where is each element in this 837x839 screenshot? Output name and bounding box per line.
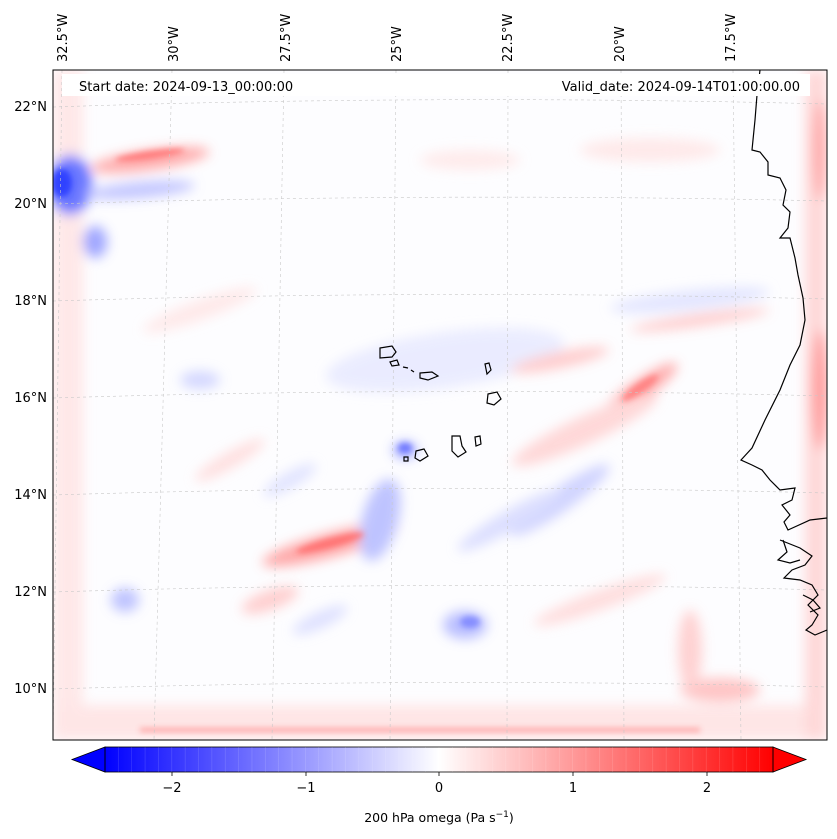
lat-label: 16°N [14, 391, 47, 406]
valid-date-label: Valid_date: 2024-09-14T01:00:00.00 [562, 80, 800, 95]
colorbar-label: 200 hPa omega (Pa s−1) [364, 810, 514, 825]
map-background [53, 70, 827, 740]
lat-label: 20°N [14, 197, 47, 212]
longitude-labels: 32.5°W 30°W 27.5°W 25°W 22.5°W 20°W 17.5… [56, 14, 739, 62]
lat-label: 18°N [14, 294, 47, 309]
africa-coast [739, 70, 827, 531]
latitude-labels: 22°N 20°N 18°N 16°N 14°N 12°N 10°N [14, 100, 47, 697]
lon-label: 27.5°W [279, 14, 294, 62]
lon-label: 25°W [390, 26, 405, 62]
lon-label: 32.5°W [56, 14, 71, 62]
colorbar-tick-label: 1 [569, 781, 577, 796]
lon-label: 30°W [167, 26, 182, 62]
lat-label: 22°N [14, 100, 47, 115]
map-frame [52, 69, 828, 741]
header-band [62, 74, 810, 96]
start-date-label: Start date: 2024-09-13_00:00:00 [79, 80, 293, 95]
omega-field [53, 70, 827, 740]
colorbar-label-prefix: 200 hPa omega (Pa s [364, 810, 495, 825]
colorbar-level-separators [118, 747, 760, 772]
lon-label: 20°W [613, 26, 628, 62]
island [379, 345, 397, 359]
colorbar-tick-label: −1 [296, 781, 315, 796]
colorbar-ticks [171, 772, 708, 776]
lat-label: 12°N [14, 585, 47, 600]
coastline [379, 70, 827, 636]
colorbar-tick-label: 2 [703, 781, 711, 796]
lon-label: 17.5°W [724, 14, 739, 62]
colorbar-max-extend [772, 746, 808, 773]
colorbar-label-exponent: −1 [496, 810, 509, 820]
map-panel: Start date: 2024-09-13_00:00:00 Valid_da… [52, 69, 828, 741]
lon-label: 22.5°W [501, 14, 516, 62]
colorbar-tick-label: 0 [435, 781, 443, 796]
colorbar-gradient [105, 747, 773, 772]
colorbar: −2 −1 0 1 2 200 hPa omega (Pa s−1) [70, 746, 808, 825]
lat-label: 10°N [14, 682, 47, 697]
colorbar-tick-label: −2 [162, 781, 181, 796]
gridlines [53, 70, 827, 740]
lat-label: 14°N [14, 488, 47, 503]
colorbar-label-suffix: ) [509, 810, 514, 825]
colorbar-min-extend [70, 746, 106, 773]
